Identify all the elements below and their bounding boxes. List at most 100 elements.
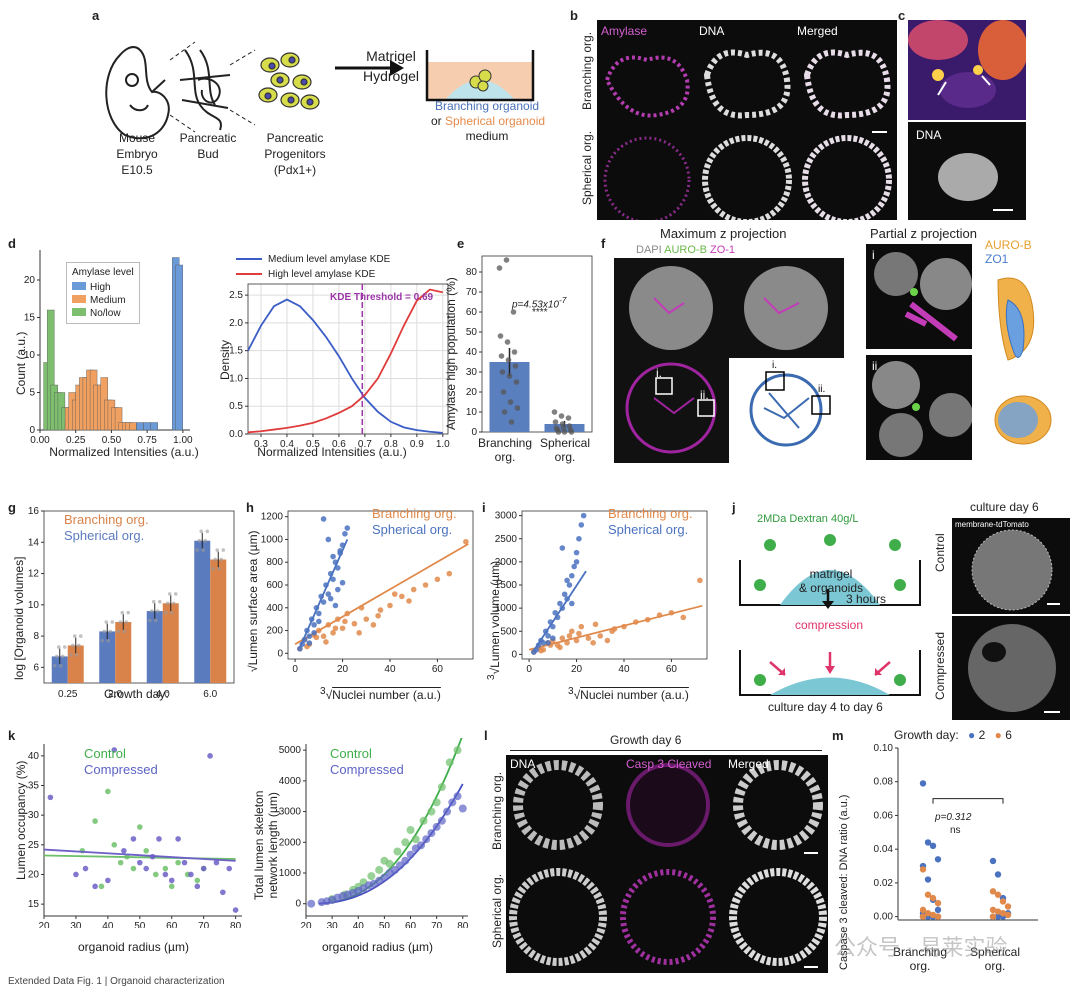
scatter-point bbox=[226, 865, 233, 872]
panel-k-right-chart: 20 30 40 50 60 70 80 0 1000 2000 3000 4000 5000 bbox=[279, 738, 469, 928]
m-point bbox=[999, 910, 1007, 917]
x-tick-label: 0.00 bbox=[30, 435, 50, 446]
m-point bbox=[924, 839, 932, 846]
scatter-point bbox=[559, 605, 566, 611]
panel-b-row2-label: Spherical org. bbox=[580, 130, 594, 205]
scatter-point bbox=[332, 625, 339, 632]
g-bar bbox=[99, 631, 116, 683]
scatter-point bbox=[342, 530, 348, 537]
g-cat-label: 6.0 bbox=[203, 689, 217, 700]
x-tick-label: 60 bbox=[432, 664, 444, 675]
g-point bbox=[201, 548, 206, 552]
scatter-point bbox=[535, 642, 542, 648]
m-point bbox=[924, 876, 932, 883]
significance-bracket bbox=[932, 798, 1004, 804]
pancreatic-bud-label: Pancreatic Bud bbox=[179, 131, 237, 161]
scatter-point bbox=[98, 883, 105, 890]
panel-f-images: i. ii. i. ii. bbox=[614, 258, 844, 463]
m-point bbox=[994, 908, 1002, 915]
y-tick-label: 20 bbox=[28, 869, 40, 880]
g-point bbox=[149, 609, 154, 613]
e-point bbox=[500, 389, 507, 395]
partial-title: Partial z projection bbox=[870, 226, 977, 241]
scatter-point bbox=[597, 633, 604, 639]
scatter-point bbox=[351, 620, 358, 627]
scatter-point bbox=[320, 599, 327, 605]
g-point bbox=[126, 610, 131, 615]
scatter-point bbox=[304, 627, 310, 634]
m-point bbox=[919, 866, 927, 873]
m-point bbox=[929, 911, 937, 919]
g-point bbox=[76, 643, 81, 648]
g-cat-label: 0.25 bbox=[58, 689, 78, 700]
g-point bbox=[147, 618, 152, 623]
m-pvalue: p=0.312 bbox=[935, 812, 972, 823]
j-day6: culture day 6 bbox=[970, 500, 1039, 514]
g-point bbox=[157, 599, 162, 604]
panel-letter-k: k bbox=[8, 728, 16, 743]
scatter-point bbox=[332, 559, 339, 566]
y-tick-label: 40 bbox=[28, 751, 40, 762]
x-tick-label: 60 bbox=[666, 664, 678, 675]
partial-r1: i bbox=[872, 248, 875, 262]
scatter-point bbox=[545, 640, 551, 646]
g-point bbox=[197, 538, 202, 543]
scatter-point bbox=[437, 816, 446, 825]
scatter-point bbox=[432, 822, 441, 831]
scatter-point bbox=[434, 576, 441, 583]
g-point bbox=[211, 567, 216, 571]
scatter-point bbox=[316, 627, 322, 634]
e-point bbox=[514, 405, 521, 411]
y-tick-label: 40 bbox=[466, 347, 478, 358]
e-cat1: Branching org. bbox=[477, 436, 533, 464]
scatter-point bbox=[550, 623, 556, 630]
e-ylabel: Amylase high population (%) bbox=[444, 277, 458, 430]
scatter-point bbox=[344, 610, 351, 617]
scatter-point bbox=[121, 847, 127, 854]
y-tick-label: 800 bbox=[266, 557, 283, 568]
e-point bbox=[506, 373, 513, 379]
scatter-point bbox=[194, 883, 201, 890]
scatter-point bbox=[330, 630, 336, 636]
progenitor-cells-drawing bbox=[258, 52, 320, 110]
scatter-point bbox=[213, 859, 220, 866]
scatter-point bbox=[168, 883, 175, 890]
spherical-medium-line: or Spherical organoid bbox=[418, 114, 558, 128]
j-hours: 3 hours bbox=[846, 592, 887, 606]
m-point bbox=[989, 888, 997, 895]
f-channels: DAPI AURO-B ZO-1 bbox=[636, 244, 736, 256]
y-tick-label: 10 bbox=[466, 407, 478, 418]
scatter-point bbox=[200, 865, 207, 872]
scatter-point bbox=[592, 621, 599, 628]
d-kde-ylabel: Density bbox=[218, 339, 232, 380]
scatter-point bbox=[561, 591, 568, 598]
x-tick-label: 0.50 bbox=[102, 435, 122, 446]
scatter-point bbox=[325, 536, 332, 543]
plot-frame bbox=[898, 748, 1038, 920]
y-tick-label: 1000 bbox=[495, 603, 518, 614]
y-tick-label: 0.00 bbox=[874, 912, 894, 923]
figure-footer: Extended Data Fig. 1 | Organoid characte… bbox=[8, 976, 225, 987]
m-point bbox=[1004, 903, 1012, 910]
e-point bbox=[565, 415, 572, 421]
g-point bbox=[56, 645, 61, 649]
scatter-point bbox=[92, 818, 98, 824]
scatter-point bbox=[566, 582, 573, 588]
scatter-point bbox=[406, 826, 415, 834]
scatter-point bbox=[311, 622, 317, 628]
scatter-point bbox=[339, 579, 346, 586]
scatter-point bbox=[92, 883, 98, 890]
e-point bbox=[513, 379, 520, 385]
branching-dna bbox=[703, 49, 791, 119]
medium-label: medium bbox=[465, 129, 509, 143]
scatter-point bbox=[327, 570, 334, 577]
plot-frame bbox=[481, 255, 593, 433]
scatter-point bbox=[299, 641, 306, 647]
y-tick-label: 2000 bbox=[279, 837, 302, 848]
m-cat2: Spherical org. bbox=[969, 945, 1021, 973]
k-right-legend: Control Compressed bbox=[330, 746, 404, 777]
e-point bbox=[512, 363, 519, 369]
x-tick-label: 40 bbox=[618, 664, 630, 675]
y-tick-label: 1.0 bbox=[229, 373, 243, 384]
g-point bbox=[173, 592, 178, 596]
